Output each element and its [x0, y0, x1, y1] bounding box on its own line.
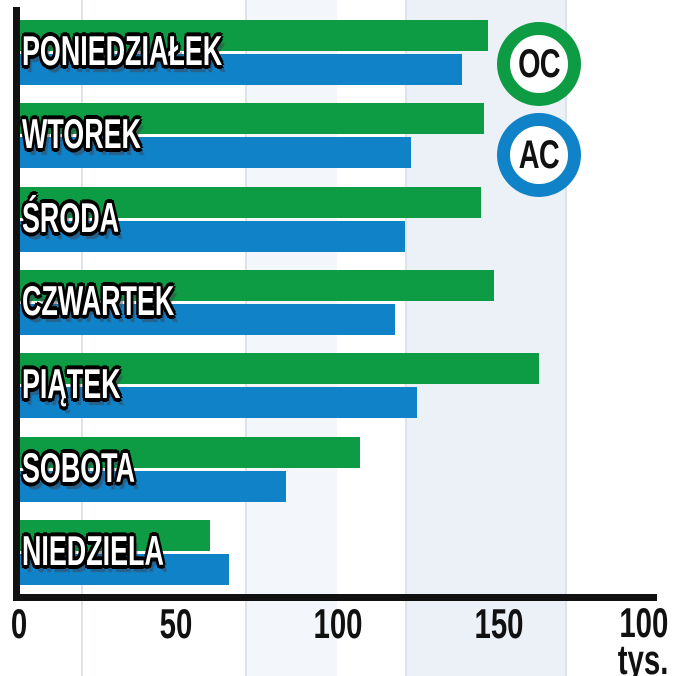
day-label-sobota: SOBOTA: [22, 443, 135, 491]
bar-group-6: SOBOTA: [18, 436, 657, 502]
x-axis-end-label: 100 tys.: [617, 602, 668, 676]
x-tick-150: 150: [474, 600, 524, 647]
bar-group-5: PIĄTEK: [18, 353, 657, 419]
bar-group-1: PONIEDZIAŁEK: [18, 20, 657, 85]
gridline: [565, 0, 567, 676]
oc-bar-niedziela: [18, 519, 210, 551]
bar-group-2: WTOREK: [18, 103, 657, 169]
ac-bar-wtorek: [18, 137, 411, 169]
legend-ac-badge: AC: [497, 113, 581, 197]
bar-group-7: NIEDZIELA: [18, 519, 657, 585]
ac-bar-niedziela: [18, 553, 229, 585]
bar-group-4: CZWARTEK: [18, 269, 657, 335]
oc-bar-poniedziałek: [18, 20, 488, 51]
y-axis-line: [13, 7, 20, 601]
day-label-czwartek: CZWARTEK: [22, 276, 175, 324]
legend-oc-badge: OC: [497, 22, 581, 106]
gridline: [405, 0, 407, 676]
gridline: [81, 0, 83, 676]
plot-area: PONIEDZIAŁEK WTOREK ŚRODA CZWARTEK PIĄTEK SOB…: [18, 0, 657, 594]
x-tick-50: 50: [159, 600, 193, 647]
day-label-poniedziałek: PONIEDZIAŁEK: [22, 27, 223, 74]
ac-bar-piątek: [18, 387, 417, 419]
gridline: [245, 0, 247, 676]
x-axis-end-value: 100: [618, 599, 668, 646]
legend-oc-label: OC: [518, 41, 560, 86]
ac-bar-środa: [18, 220, 405, 252]
ac-bar-sobota: [18, 470, 286, 502]
bar-group-3: ŚRODA: [18, 186, 657, 252]
oc-bar-wtorek: [18, 103, 484, 135]
oc-bar-czwartek: [18, 269, 494, 301]
x-axis-unit: tys.: [617, 636, 668, 676]
ac-bar-poniedziałek: [18, 54, 462, 85]
ac-bar-czwartek: [18, 303, 395, 335]
day-label-wtorek: WTOREK: [22, 110, 141, 158]
day-label-niedziela: NIEDZIELA: [22, 526, 164, 574]
day-label-piątek: PIĄTEK: [22, 360, 121, 408]
x-axis-line: [13, 594, 657, 601]
oc-bar-środa: [18, 186, 481, 218]
legend-ac-label: AC: [518, 132, 560, 177]
oc-bar-piątek: [18, 353, 539, 385]
x-tick-0: 0: [10, 600, 28, 647]
oc-bar-sobota: [18, 436, 360, 468]
day-label-środa: ŚRODA: [22, 193, 120, 241]
x-tick-100: 100: [313, 600, 363, 647]
